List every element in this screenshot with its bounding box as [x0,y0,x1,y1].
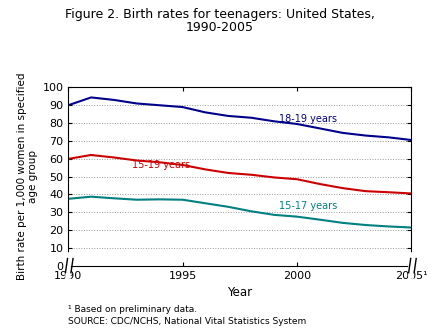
X-axis label: Year: Year [227,286,253,299]
Text: 15-17 years: 15-17 years [279,201,337,211]
Text: SOURCE: CDC/NCHS, National Vital Statistics System: SOURCE: CDC/NCHS, National Vital Statist… [68,317,306,326]
Text: 18-19 years: 18-19 years [279,114,337,124]
Text: Figure 2. Birth rates for teenagers: United States,: Figure 2. Birth rates for teenagers: Uni… [65,8,375,21]
Text: 1990-2005: 1990-2005 [186,21,254,34]
Y-axis label: Birth rate per 1,000 women in specified
age group: Birth rate per 1,000 women in specified … [17,73,38,280]
Text: ¹ Based on preliminary data.: ¹ Based on preliminary data. [68,305,197,314]
Text: 15-19 years: 15-19 years [132,160,191,170]
